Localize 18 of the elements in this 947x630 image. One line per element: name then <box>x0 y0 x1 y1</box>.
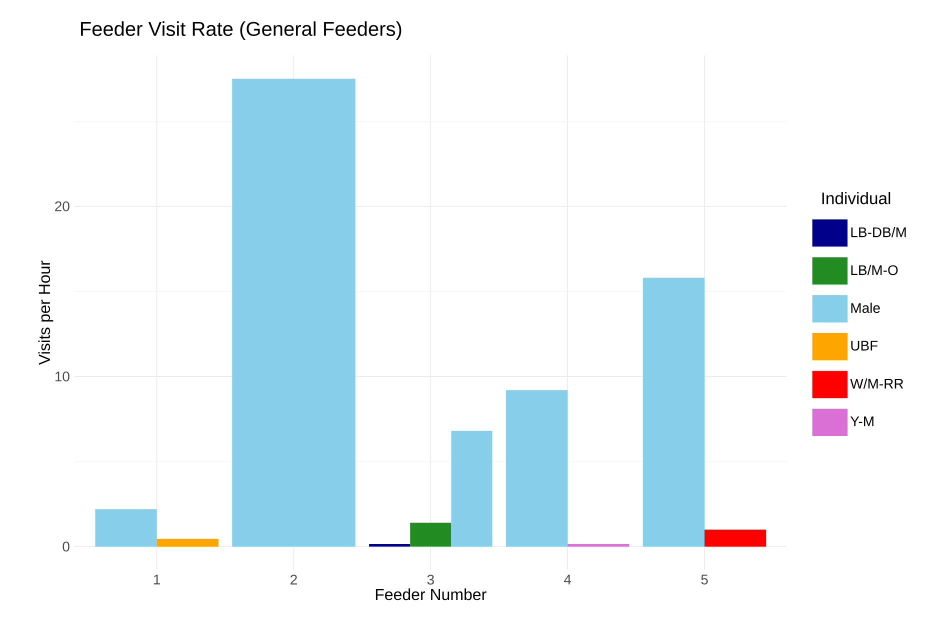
y-tick-label: 10 <box>55 372 70 382</box>
legend-label: Male <box>851 302 880 313</box>
legend-label: LB-DB/M <box>851 226 906 238</box>
x-tick-label: 2 <box>290 574 297 584</box>
x-tick-label: 4 <box>564 574 572 584</box>
x-tick-label: 5 <box>701 574 708 584</box>
legend-label: Y-M <box>850 416 874 426</box>
y-axis-title: Visits per Hour <box>38 260 54 365</box>
legend-title: Individual <box>822 192 890 204</box>
x-tick-label: 1 <box>154 574 160 584</box>
y-tick-label: 20 <box>55 201 70 212</box>
x-tick-label: 3 <box>427 574 434 585</box>
y-tick-label: 0 <box>62 542 70 552</box>
legend-label: W/M-RR <box>850 378 904 389</box>
legend-label: LB/M-O <box>851 264 898 276</box>
legend-label: UBF <box>851 340 878 351</box>
chart-title: Feeder Visit Rate (General Feeders) <box>81 21 402 40</box>
x-axis-title: Feeder Number <box>376 588 486 600</box>
